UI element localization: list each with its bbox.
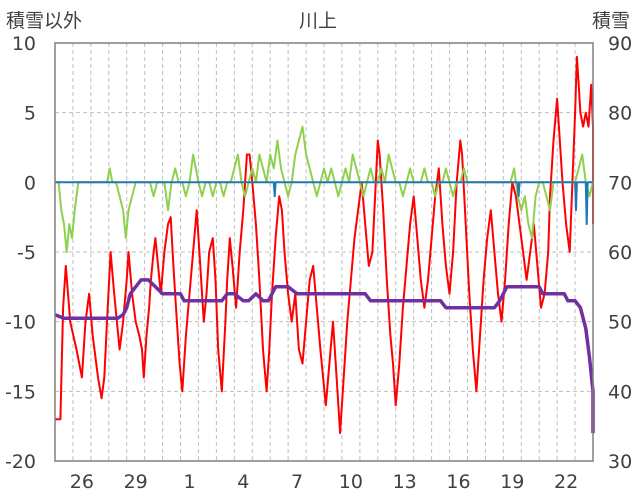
right-tick-label: 90 bbox=[608, 33, 632, 55]
x-tick-label: 1 bbox=[183, 471, 195, 493]
x-axis: 26 29 1 4 7 10 13 16 19 22 bbox=[70, 471, 578, 493]
right-tick-label: 80 bbox=[608, 103, 632, 125]
chart-title: 川上 bbox=[299, 10, 337, 32]
right-tick-label: 40 bbox=[608, 381, 632, 403]
series-line-1 bbox=[55, 55, 594, 435]
left-tick-label: -10 bbox=[5, 312, 36, 334]
series-line-3 bbox=[55, 181, 593, 226]
right-tick-label: 70 bbox=[608, 172, 632, 194]
left-tick-label: -5 bbox=[17, 242, 36, 264]
right-tick-label: 30 bbox=[608, 451, 632, 473]
series-layer bbox=[54, 55, 595, 435]
right-tick-label: 50 bbox=[608, 312, 632, 334]
x-tick-label: 16 bbox=[446, 471, 470, 493]
right-axis-title: 積雪 bbox=[592, 10, 630, 32]
x-tick-label: 10 bbox=[339, 471, 363, 493]
left-axis-title: 積雪以外 bbox=[6, 10, 82, 32]
x-tick-label: 19 bbox=[500, 471, 524, 493]
right-axis: 90 80 70 60 50 40 30 bbox=[608, 33, 632, 473]
x-tick-label: 13 bbox=[393, 471, 417, 493]
x-tick-label: 4 bbox=[237, 471, 249, 493]
left-axis: 10 5 0 -5 -10 -15 -20 bbox=[5, 33, 36, 473]
x-tick-label: 22 bbox=[554, 471, 578, 493]
left-tick-label: 0 bbox=[24, 172, 36, 194]
left-tick-label: -20 bbox=[5, 451, 36, 473]
left-tick-label: 10 bbox=[12, 33, 36, 55]
x-tick-label: 29 bbox=[124, 471, 148, 493]
right-tick-label: 60 bbox=[608, 242, 632, 264]
x-tick-label: 26 bbox=[70, 471, 94, 493]
x-tick-label: 7 bbox=[291, 471, 303, 493]
series-line-4 bbox=[54, 278, 595, 434]
left-tick-label: 5 bbox=[24, 103, 36, 125]
left-tick-label: -15 bbox=[5, 381, 36, 403]
plot-frame bbox=[54, 42, 594, 462]
